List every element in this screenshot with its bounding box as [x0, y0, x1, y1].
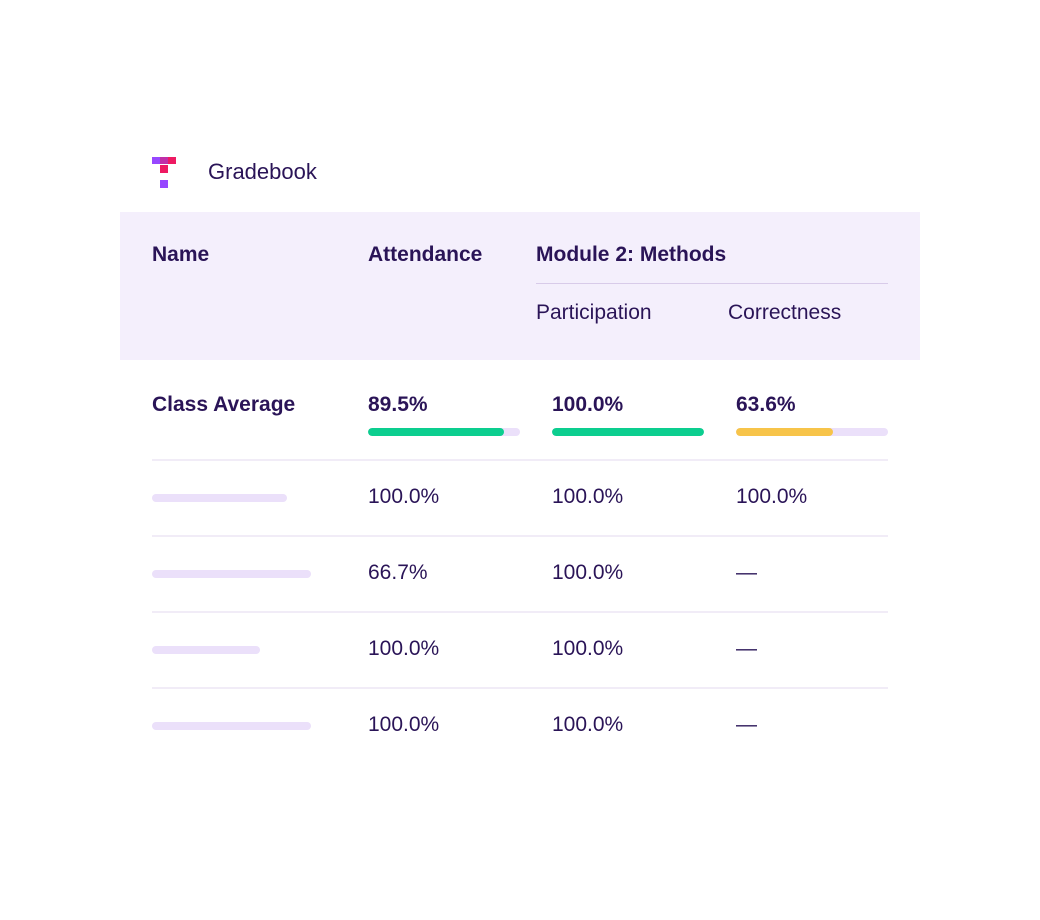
participation-cell: 100.0%	[552, 637, 624, 660]
correctness-cell: 100.0%	[736, 485, 808, 508]
app-header: Gradebook	[152, 154, 317, 190]
correctness-progress-fill	[736, 428, 833, 436]
student-name-placeholder[interactable]	[152, 646, 260, 654]
column-header-correctness[interactable]: Correctness	[728, 301, 842, 324]
participation-cell: 100.0%	[552, 561, 624, 584]
class-average-correctness: 63.6%	[736, 393, 796, 416]
table-header	[120, 212, 920, 360]
student-name-placeholder[interactable]	[152, 494, 287, 502]
class-average-participation: 100.0%	[552, 393, 624, 416]
student-name-placeholder[interactable]	[152, 570, 311, 578]
column-header-attendance[interactable]: Attendance	[368, 243, 483, 266]
attendance-cell: 100.0%	[368, 713, 440, 736]
attendance-progress-bar	[368, 428, 520, 436]
participation-cell: 100.0%	[552, 485, 624, 508]
column-group-divider	[536, 283, 888, 284]
participation-progress-fill	[552, 428, 704, 436]
correctness-cell: —	[736, 637, 757, 660]
row-divider	[152, 687, 888, 689]
attendance-cell: 100.0%	[368, 637, 440, 660]
correctness-cell: —	[736, 713, 757, 736]
correctness-progress-bar	[736, 428, 888, 436]
row-divider	[152, 535, 888, 537]
column-group-module[interactable]: Module 2: Methods	[536, 243, 727, 266]
student-name-placeholder[interactable]	[152, 722, 311, 730]
app-logo-icon	[152, 155, 178, 189]
class-average-label: Class Average	[152, 393, 296, 416]
column-header-name[interactable]: Name	[152, 243, 210, 266]
attendance-progress-fill	[368, 428, 505, 436]
correctness-cell: —	[736, 561, 757, 584]
participation-cell: 100.0%	[552, 713, 624, 736]
attendance-cell: 100.0%	[368, 485, 440, 508]
participation-progress-bar	[552, 428, 704, 436]
class-average-attendance: 89.5%	[368, 393, 428, 416]
attendance-cell: 66.7%	[368, 561, 428, 584]
row-divider	[152, 611, 888, 613]
row-divider	[152, 459, 888, 461]
app-title: Gradebook	[208, 159, 317, 184]
column-header-participation[interactable]: Participation	[536, 301, 652, 324]
